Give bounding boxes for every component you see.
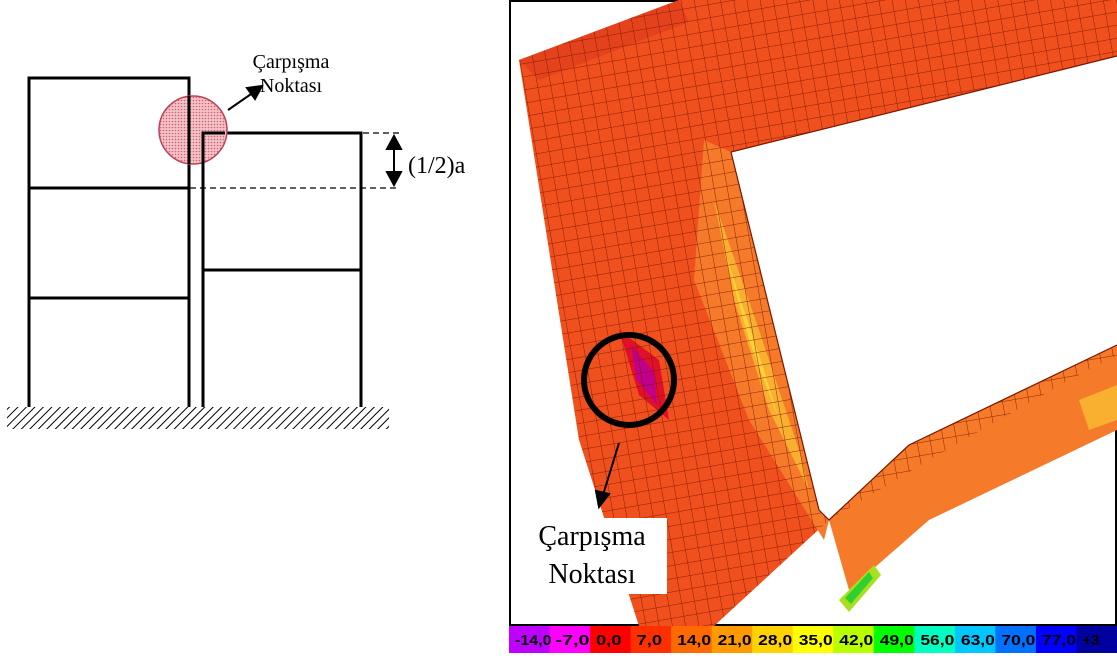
left-impact-label: Çarpışma Noktası (246, 50, 336, 98)
impact-zone-circle (158, 95, 228, 165)
right-building-frame (201, 131, 363, 407)
legend-tick-label: 56,0 (920, 632, 954, 649)
legend-tick-label: -7,0 (556, 632, 590, 649)
legend-color-swatch (1035, 626, 1077, 653)
legend-svg: -14,0 -7,0 0,0 7,0 14,0 21,0 28,0 35,0 42,0 49,0 5… (509, 626, 1117, 653)
legend-tick-label: 49,0 (880, 632, 914, 649)
dimension-guides (190, 132, 400, 189)
legend-tick-label: -14,0 (515, 632, 552, 649)
right-impact-label-line2: Noktası (548, 559, 636, 590)
legend-tick-label: 14,0 (677, 632, 711, 649)
left-impact-label-line2: Noktası (259, 75, 323, 97)
right-impact-label: Çarpışma Noktası (517, 518, 667, 594)
legend-color-swatch (549, 626, 591, 653)
impact-marker-circle (581, 332, 677, 428)
color-scale-legend: -14,0 -7,0 0,0 7,0 14,0 21,0 28,0 35,0 42,0 49,0 5… (509, 626, 1117, 653)
right-pointer-arrow (594, 442, 620, 510)
legend-color-swatch (711, 626, 753, 653)
right-impact-label-line1: Çarpışma (538, 521, 646, 552)
dimension-arrow (385, 133, 403, 188)
legend-color-swatch (671, 626, 713, 653)
legend-tick-label: 42,0 (839, 632, 873, 649)
dimension-label: (1/2)a (408, 153, 466, 179)
impact-pointer-arrow (227, 84, 264, 111)
left-impact-label-line1: Çarpışma (252, 51, 330, 73)
legend-color-swatch (873, 626, 915, 653)
legend-color-swatch (590, 626, 632, 653)
legend-color-swatch (752, 626, 794, 653)
legend-color-swatch (995, 626, 1037, 653)
legend-color-swatch (630, 626, 672, 653)
legend-tick-label: 70,0 (1001, 632, 1035, 649)
legend-color-swatch (509, 626, 551, 653)
legend-color-swatch (792, 626, 834, 653)
ground-hatch (7, 407, 389, 429)
legend-tick-label: 35,0 (799, 632, 833, 649)
legend-tick-label: 0,0 (596, 632, 622, 649)
legend-tick-label: 28,0 (758, 632, 792, 649)
building-pounding-diagram: Çarpışma Noktası (1/2)a (0, 0, 500, 653)
legend-color-swatch (954, 626, 996, 653)
legend-color-swatch (1076, 626, 1117, 653)
fe-mesh-svg (509, 0, 1117, 626)
legend-tick-label: 63,0 (961, 632, 995, 649)
left-building-frame (27, 76, 191, 407)
deformed-frame-mesh (519, 0, 1117, 626)
legend-color-swatch (914, 626, 956, 653)
legend-color-swatch (833, 626, 875, 653)
legend-tick-label: 7,0 (637, 632, 663, 649)
legend-tick-label: 21,0 (718, 632, 752, 649)
fe-model-panel: Çarpışma Noktası (509, 0, 1117, 653)
legend-tick-label: +3 (1082, 632, 1099, 649)
building-frames-svg (7, 76, 403, 429)
legend-tick-label: 77,0 (1042, 632, 1076, 649)
